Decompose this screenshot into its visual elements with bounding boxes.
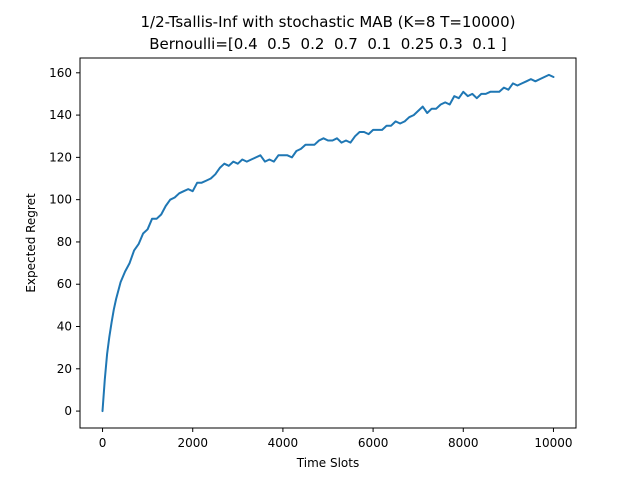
series-line-0: [101, 73, 555, 413]
chart-title-line1: 1/2-Tsallis-Inf with stochastic MAB (K=8…: [141, 13, 516, 31]
x-tick-label: 0: [99, 436, 107, 450]
axes-frame: [79, 57, 577, 429]
y-axis-label: Expected Regret: [24, 193, 38, 293]
x-tick-label: 6000: [358, 436, 389, 450]
x-tick-label: 2000: [177, 436, 208, 450]
y-tick-label: 60: [57, 277, 72, 291]
y-tick-label: 120: [49, 150, 72, 164]
y-tick-label: 140: [49, 108, 72, 122]
plot-area: [101, 73, 555, 413]
y-tick-label: 160: [49, 66, 72, 80]
axis-ticks: 0 2000 4000 6000 8000 10000 0 20 40 60 80 100 120 140…: [49, 66, 572, 450]
y-tick-label: 0: [64, 404, 72, 418]
x-tick-label: 4000: [268, 436, 299, 450]
y-tick-label: 40: [57, 320, 72, 334]
y-tick-label: 20: [57, 362, 72, 376]
y-tick-label: 80: [57, 235, 72, 249]
x-tick-label: 8000: [448, 436, 479, 450]
x-axis-label: Time Slots: [296, 456, 359, 470]
y-tick-label: 100: [49, 193, 72, 207]
x-tick-label: 10000: [534, 436, 572, 450]
chart-title-line2: Bernoulli=[0.4 0.5 0.2 0.7 0.1 0.25 0.3 …: [149, 35, 507, 53]
